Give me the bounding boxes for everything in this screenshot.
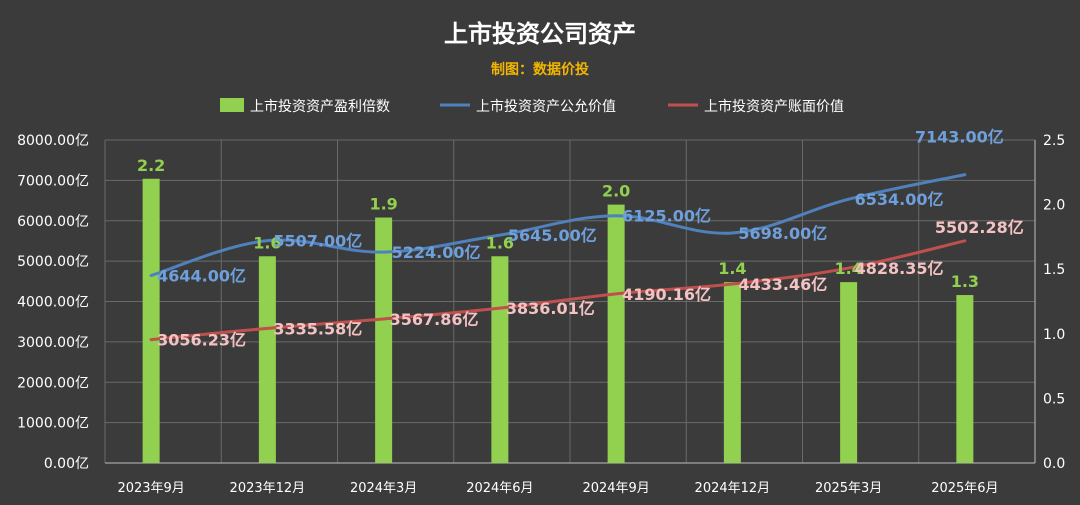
book-value-data-label: 4190.16亿: [622, 285, 711, 304]
y-right-tick-label: 1.0: [1043, 327, 1065, 343]
y-left-tick-label: 7000.00亿: [17, 173, 89, 189]
bar-data-label: 2.0: [602, 182, 630, 201]
y-axis-left: 0.00亿 1000.00亿 2000.00亿 3000.00亿 4000.00亿 500…: [17, 133, 89, 472]
bar: [375, 217, 393, 463]
y-left-tick-label: 8000.00亿: [17, 133, 89, 149]
fair-value-data-label: 5507.00亿: [273, 232, 362, 251]
bar-data-label: 2.2: [137, 156, 165, 175]
book-value-data-label: 4433.46亿: [738, 275, 827, 294]
chart-subtitle: 制图：数据价投: [491, 61, 589, 78]
bar-data-label: 1.4: [834, 259, 862, 278]
bar: [491, 256, 509, 463]
x-tick-label: 2024年12月: [695, 481, 771, 496]
y-left-tick-label: 3000.00亿: [17, 335, 89, 351]
x-tick-label: 2024年9月: [582, 481, 649, 496]
book-value-data-label: 3335.58亿: [273, 319, 362, 338]
y-left-tick-label: 1000.00亿: [17, 416, 89, 432]
fair-value-data-label: 5645.00亿: [508, 226, 597, 245]
line-series: [149, 173, 967, 342]
bar: [258, 256, 276, 463]
bar-series: [142, 178, 974, 463]
x-tick-label: 2023年12月: [230, 481, 306, 496]
fair-value-data-label: 5224.00亿: [392, 243, 481, 262]
book-value-data-label: 3836.01亿: [506, 299, 595, 318]
x-tick-label: 2024年3月: [350, 481, 417, 496]
y-right-tick-label: 0.5: [1043, 391, 1065, 407]
bar: [607, 204, 625, 463]
bar-data-label: 1.9: [369, 195, 397, 214]
legend-swatch-bar: [220, 98, 244, 112]
y-left-tick-label: 4000.00亿: [17, 295, 89, 311]
book-value-data-label: 3056.23亿: [157, 331, 246, 350]
y-left-tick-label: 5000.00亿: [17, 254, 89, 270]
legend-label-fair: 上市投资资产公允价值: [476, 98, 616, 115]
fair-value-data-label: 6125.00亿: [622, 207, 711, 226]
book-value-data-label: 5502.28亿: [935, 218, 1024, 237]
x-tick-label: 2025年3月: [815, 481, 882, 496]
x-tick-label: 2024年6月: [466, 481, 533, 496]
x-axis: 2023年9月 2023年12月 2024年3月 2024年6月 2024年9月 2024…: [105, 462, 1035, 496]
legend-label-bar: 上市投资资产盈利倍数: [250, 98, 390, 115]
bar: [723, 282, 741, 463]
bar: [840, 282, 858, 463]
legend-label-book: 上市投资资产账面价值: [704, 98, 844, 115]
fair-value-data-label: 4644.00亿: [157, 266, 246, 285]
y-left-tick-label: 6000.00亿: [17, 214, 89, 230]
bar-data-label: 1.6: [253, 233, 281, 252]
bar: [956, 295, 974, 463]
x-tick-label: 2023年9月: [117, 481, 184, 496]
fair-value-data-label: 5698.00亿: [738, 224, 827, 243]
chart-title: 上市投资公司资产: [444, 20, 636, 48]
y-left-tick-label: 2000.00亿: [17, 375, 89, 391]
book-value-line: [149, 239, 967, 342]
fair-value-data-label: 7143.00亿: [915, 128, 1004, 147]
fair-value-line: [149, 173, 967, 277]
y-right-tick-label: 0.0: [1043, 456, 1065, 472]
book-value-data-label: 4828.35亿: [855, 259, 944, 278]
fair-value-data-label: 6534.00亿: [855, 190, 944, 209]
book-value-data-label: 3567.86亿: [390, 310, 479, 329]
y-right-tick-label: 2.0: [1043, 198, 1065, 214]
legend: 上市投资资产盈利倍数 上市投资资产公允价值 上市投资资产账面价值: [220, 98, 844, 115]
bar: [142, 178, 160, 463]
data-labels: 2.2 1.6 1.9 1.6 2.0 1.4 1.4 1.3 4644.00亿 5507.00亿…: [137, 128, 1024, 350]
bar-data-label: 1.6: [486, 233, 514, 252]
y-axis-right: 0.0 0.5 1.0 1.5 2.0 2.5: [1034, 133, 1065, 472]
x-tick-label: 2025年6月: [931, 481, 998, 496]
y-left-tick-label: 0.00亿: [44, 456, 89, 472]
bar-data-label: 1.4: [718, 259, 746, 278]
bar-data-label: 1.3: [951, 272, 979, 291]
y-right-tick-label: 1.5: [1043, 262, 1065, 278]
y-right-tick-label: 2.5: [1043, 133, 1065, 149]
